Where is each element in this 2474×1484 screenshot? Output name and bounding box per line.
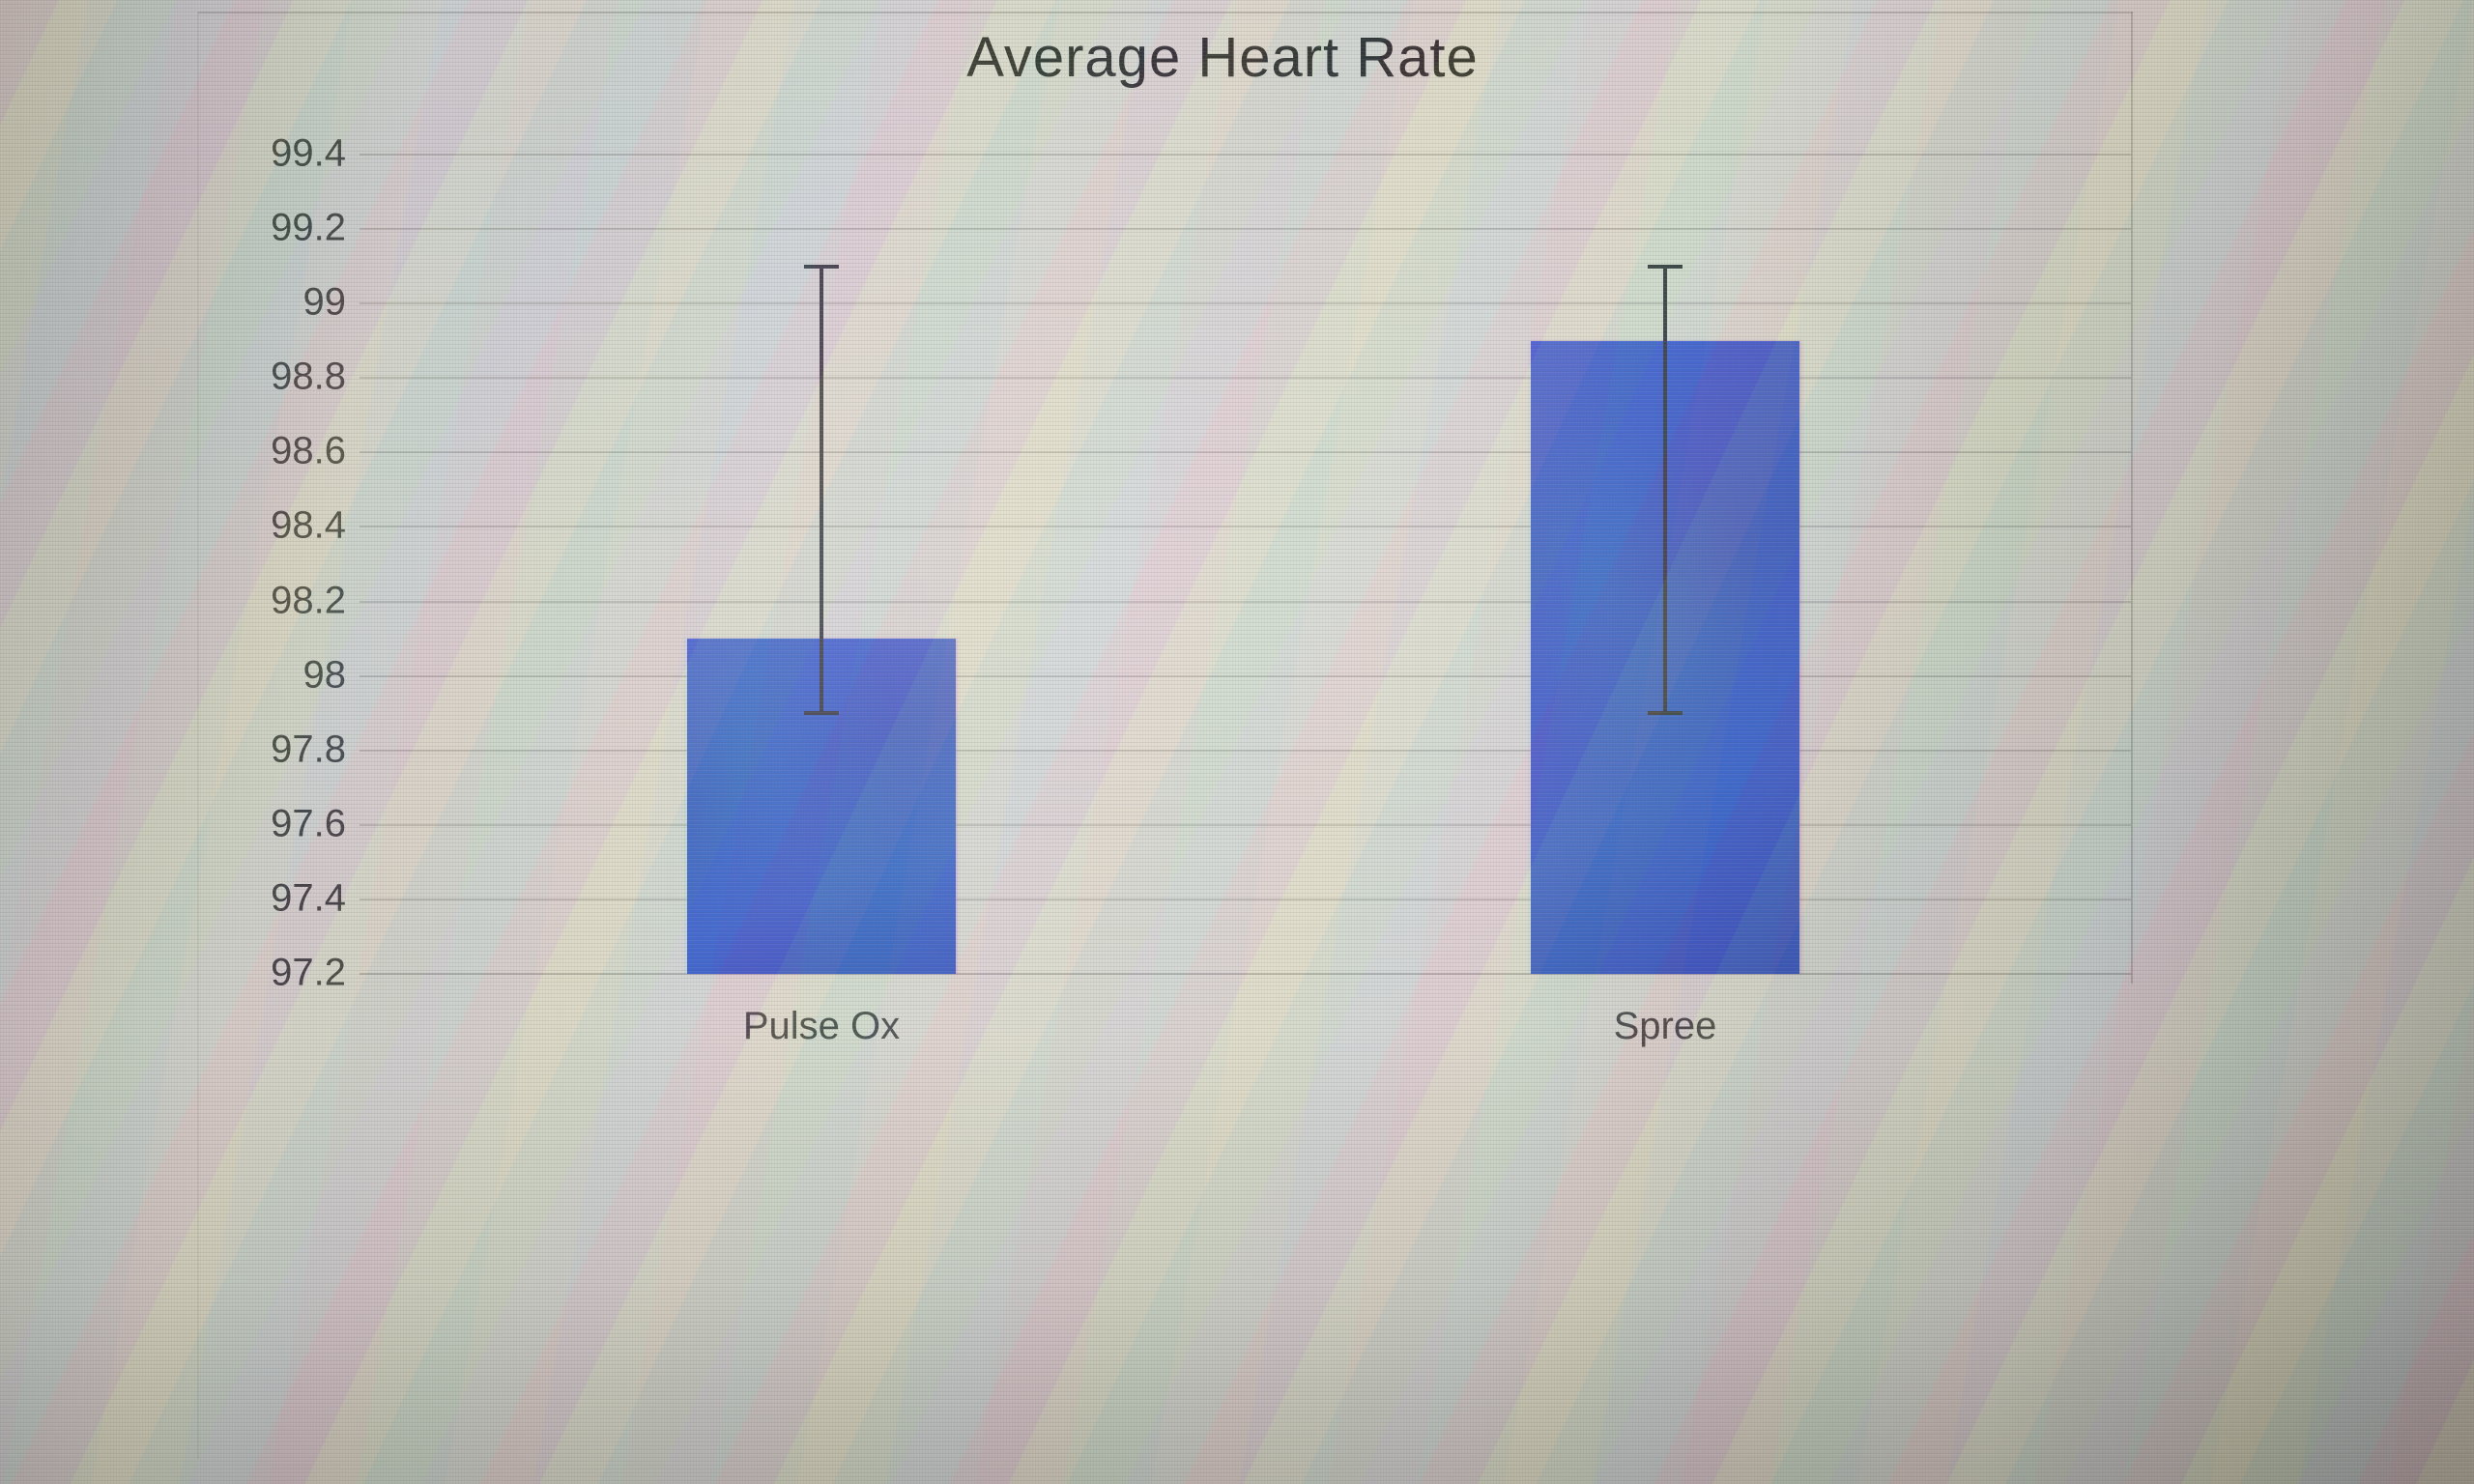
gridline-97.4	[360, 898, 2131, 900]
gridline-98.8	[360, 377, 2131, 380]
gridline-97.6	[360, 823, 2131, 826]
gridline-99.4	[360, 154, 2131, 156]
gridline-99	[360, 302, 2131, 305]
y-tick-label: 98.8	[271, 355, 346, 398]
error-bar-cap-bottom-pulse-ox	[804, 711, 839, 716]
y-tick-label: 98.6	[271, 429, 346, 472]
y-tick-label: 99.2	[271, 206, 346, 249]
error-bar-cap-top-spree	[1648, 264, 1683, 269]
error-bar-cap-bottom-spree	[1648, 711, 1683, 716]
gridline-99.2	[360, 228, 2131, 231]
gridline-97.8	[360, 749, 2131, 752]
error-bar-line-spree	[1663, 266, 1667, 714]
y-tick-label: 97.2	[271, 951, 346, 994]
y-tick-label: 98	[302, 653, 347, 697]
y-tick-label: 99	[302, 280, 347, 324]
chart-border-right	[2131, 12, 2133, 984]
y-tick-label: 97.8	[271, 728, 346, 771]
y-tick-label: 98.4	[271, 504, 346, 548]
chart-border-top	[198, 12, 2133, 14]
y-tick-label: 97.4	[271, 876, 346, 920]
chart-title: Average Heart Rate	[966, 26, 1479, 89]
chart-border-left	[197, 12, 199, 1459]
y-tick-label: 99.4	[271, 131, 346, 175]
error-bar-cap-top-pulse-ox	[804, 264, 839, 269]
y-tick-label: 98.2	[271, 579, 346, 622]
x-category-label-pulse-ox: Pulse Ox	[742, 1005, 901, 1047]
gridline-98.6	[360, 451, 2131, 454]
gridline-98.4	[360, 526, 2131, 528]
gridline-98.2	[360, 600, 2131, 603]
y-tick-label: 97.6	[271, 802, 346, 845]
gridline-97.2	[360, 973, 2131, 975]
gridline-98	[360, 674, 2131, 677]
x-category-label-spree: Spree	[1613, 1005, 1717, 1047]
error-bar-line-pulse-ox	[820, 266, 823, 714]
